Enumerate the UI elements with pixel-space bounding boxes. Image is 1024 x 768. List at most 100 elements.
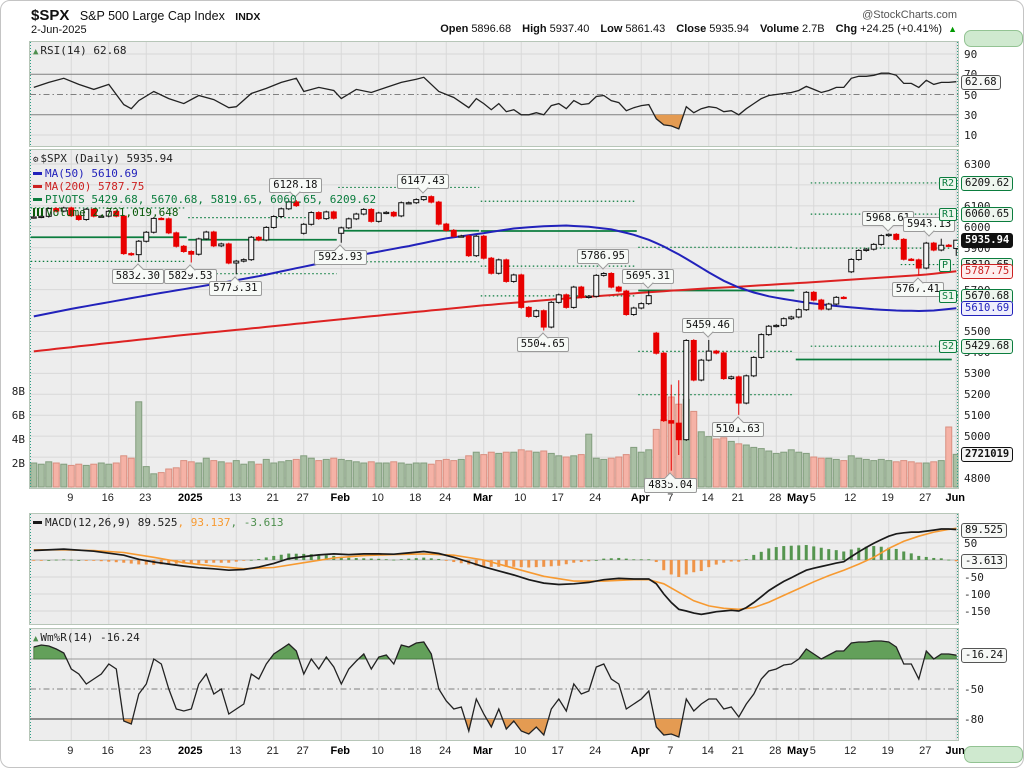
willr-line [33,640,957,738]
low-value: 5861.43 [625,23,666,35]
willr-oversold-fill [123,719,133,724]
date-axis-bottom: 9 16 23 2025 13 21 27 Feb 10 18 24 Mar 10 17 24 Apr 7 14 2… [29,743,965,763]
date-label: 2025 [178,745,203,757]
date-label: 23 [139,492,152,504]
date-label: 28 [769,745,782,757]
open-label: Open [440,23,469,35]
date-label: 16 [101,492,114,504]
date-label: 21 [731,745,744,757]
ma200-line [33,270,957,353]
date-label: 24 [589,492,602,504]
date-label: 10 [514,492,527,504]
scroll-tab-top[interactable] [964,30,1023,47]
volume-label: Volume [760,23,799,35]
chg-value: +24.25 (+0.41%) [860,23,943,35]
date-label: 14 [701,492,714,504]
chart-date: 2-Jun-2025 [31,24,87,36]
price-annotation: 5923.93 [314,244,367,265]
volume-bars [30,396,958,488]
volume-axis-tick: 4B [11,433,25,446]
price-axis-tick: 6300 [964,158,991,171]
date-label: 7 [667,745,674,757]
candlesticks [30,195,958,471]
date-label: 7 [667,492,674,504]
date-label: Mar [472,492,493,504]
rsi-current-box: 62.68 [961,74,1001,90]
volume-value: 2.7B [801,23,825,35]
price-annotation: 5101.63 [711,416,765,437]
price-axis-box: 6209.62 [961,175,1014,191]
date-label: 9 [67,492,74,504]
date-label: 10 [514,745,527,757]
date-label: 14 [701,745,714,757]
price-annotation: 6128.18 [269,177,322,199]
rsi-axis-tick: 90 [964,48,978,61]
pivot-tag-R2: R2 [939,176,958,190]
macd-value-box: -3.613 [961,554,1007,570]
pivot-tag-R1: R1 [939,208,958,222]
date-label: 9 [67,745,74,757]
date-label: Mar [472,745,493,757]
price-axis-tick: 5200 [964,388,991,402]
date-label: Jun [945,492,966,504]
low-label: Low [600,23,623,35]
date-label: 13 [229,745,242,757]
pivot-tag-S1: S1 [939,289,958,303]
date-label: 27 [296,745,309,757]
macd-axis-tick: 50 [964,536,978,550]
date-label: 2025 [178,492,203,504]
date-label: 24 [439,492,452,504]
price-annotation: 5829.53 [164,264,217,285]
date-label: 16 [101,745,114,757]
price-axis-tick: 5100 [964,409,991,423]
willr-oversold-fill [502,719,549,735]
date-label: 21 [266,492,279,504]
macd-plot [30,514,958,624]
rsi-axis-tick: 30 [964,108,978,122]
date-label: 12 [844,492,857,504]
date-label: 19 [881,492,894,504]
date-label: May [787,745,809,757]
rsi-panel: ▲ RSI(14) 62.68 [29,41,959,147]
close-label: Close [676,23,707,35]
price-axis-tick: 5300 [964,367,991,381]
date-label: 19 [881,745,894,757]
pivot-lines [30,182,958,396]
open-value: 5896.68 [471,23,512,35]
price-annotation: 5773.31 [209,276,262,297]
macd-axis-tick: -50 [964,571,984,584]
price-annotation: 5695.31 [621,268,675,289]
pivot-tag-P: P [939,258,952,272]
rsi-plot [30,42,958,146]
willr-plot [30,629,958,740]
price-annotation: 4835.04 [644,472,697,493]
scroll-tab-bottom[interactable] [964,746,1023,763]
price-annotation: 5767.41 [891,277,945,298]
date-label: 17 [551,492,564,504]
stockcharts-credit: @StockCharts.com [862,9,957,21]
price-plot [30,150,958,488]
exchange-label: INDX [235,11,261,23]
price-axis-tick: 4800 [964,472,991,485]
date-label: 27 [919,745,932,757]
date-label: 21 [266,745,279,757]
willr-oversold-fill [486,719,495,727]
date-label: 5 [809,745,816,757]
macd-axis-tick: -100 [964,588,991,601]
date-label: 10 [371,745,384,757]
date-label: Apr [630,492,650,504]
price-panel: ⚙ $SPX (Daily) 5935.94 MA(50) 5610.69 MA(… [29,149,959,489]
date-label: 27 [919,492,932,504]
chg-up-icon: ▲ [948,24,957,34]
price-annotation: 6147.43 [396,173,450,195]
volume-axis-tick: 8B [11,385,25,398]
ma50-line [33,224,957,318]
price-axis-box: 6060.65 [961,207,1014,223]
high-value: 5937.40 [549,23,590,35]
date-label: 12 [844,745,857,757]
macd-axis-tick: -150 [964,605,991,619]
macd-panel: MACD(12,26,9) 89.525, 93.137, -3.613 [29,513,959,625]
willr-current-box: -16.24 [961,648,1007,664]
chg-label: Chg [835,23,858,35]
